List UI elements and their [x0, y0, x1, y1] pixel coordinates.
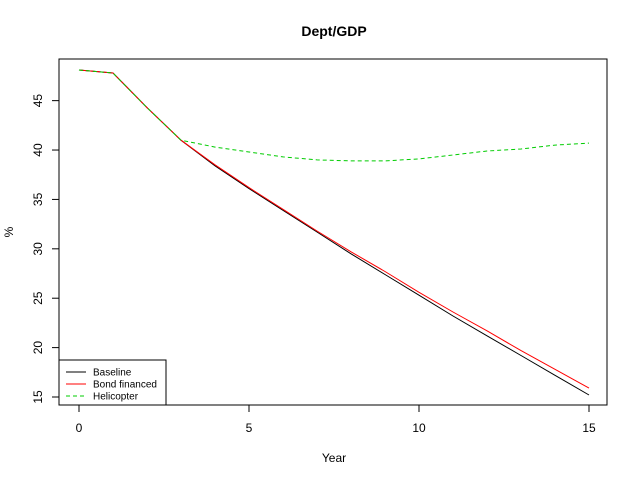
y-tick-label: 25 — [31, 291, 45, 305]
x-axis: 0 5 10 15 — [76, 404, 596, 435]
x-tick-label: 15 — [582, 421, 596, 435]
series-line-bond-financed — [78, 69, 590, 389]
y-tick-label: 20 — [31, 341, 45, 355]
legend-label: Helicopter — [93, 392, 139, 403]
x-axis-label: Year — [322, 451, 346, 465]
y-tick-label: 35 — [31, 192, 45, 206]
series-line-baseline — [78, 69, 590, 396]
x-tick-label: 10 — [412, 421, 426, 435]
y-axis-label: % — [2, 226, 16, 237]
series-line-helicopter — [78, 69, 590, 162]
y-tick-label: 30 — [31, 242, 45, 256]
y-tick-label: 45 — [31, 94, 45, 108]
y-tick-label: 40 — [31, 143, 45, 157]
series-lines — [78, 69, 590, 396]
chart-title: Dept/GDP — [301, 23, 366, 39]
legend-label: Bond financed — [93, 380, 157, 391]
legend-label: Baseline — [93, 368, 132, 379]
y-axis: 15 20 25 30 35 40 45 — [31, 94, 60, 404]
legend-box — [58, 359, 167, 406]
x-tick-label: 0 — [76, 421, 83, 435]
x-tick-label: 5 — [246, 421, 253, 435]
y-tick-label: 15 — [31, 390, 45, 404]
